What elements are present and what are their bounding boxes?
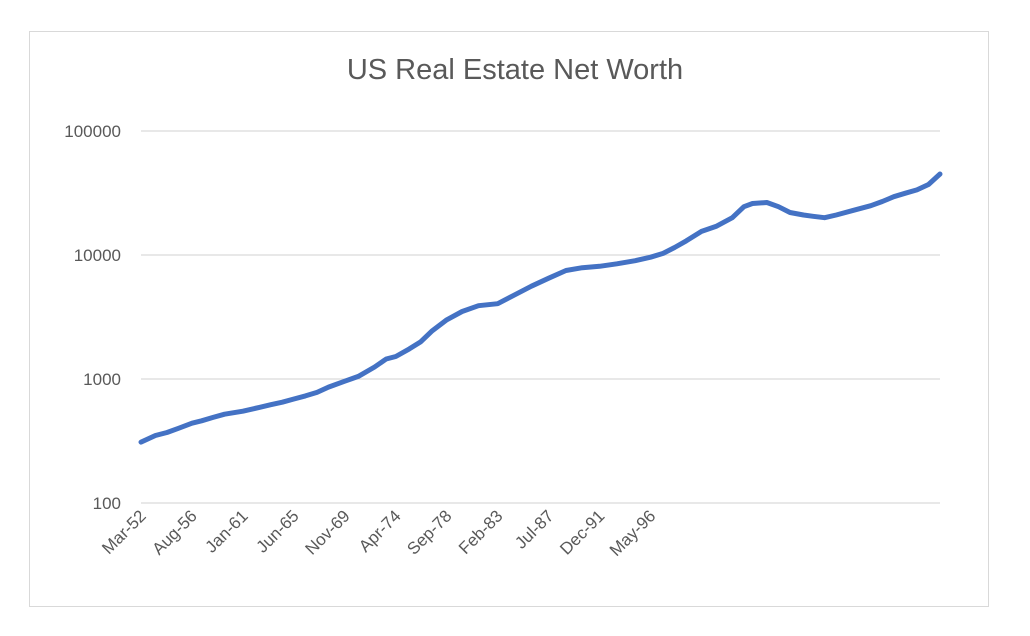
y-tick-label: 1000 <box>83 370 121 389</box>
x-tick-label: Dec-91 <box>556 506 608 558</box>
x-tick-label: Mar-52 <box>98 506 150 558</box>
x-tick-label: Feb-83 <box>455 506 507 558</box>
x-tick-label: Jun-65 <box>253 506 303 556</box>
y-tick-label: 100 <box>93 494 121 513</box>
x-tick-label: May-96 <box>606 506 660 560</box>
x-tick-label: Aug-56 <box>149 506 201 558</box>
x-tick-label: Nov-69 <box>301 506 353 558</box>
y-tick-label: 10000 <box>74 246 121 265</box>
y-tick-label: 100000 <box>64 122 121 141</box>
series-line <box>138 171 943 445</box>
x-tick-label: Sep-78 <box>403 506 455 558</box>
x-tick-label: Apr-74 <box>355 506 405 556</box>
chart-frame <box>29 31 989 607</box>
x-tick-label: Jan-61 <box>202 506 252 556</box>
x-tick-label: Jul-87 <box>511 506 557 552</box>
chart-title: US Real Estate Net Worth <box>346 54 684 86</box>
